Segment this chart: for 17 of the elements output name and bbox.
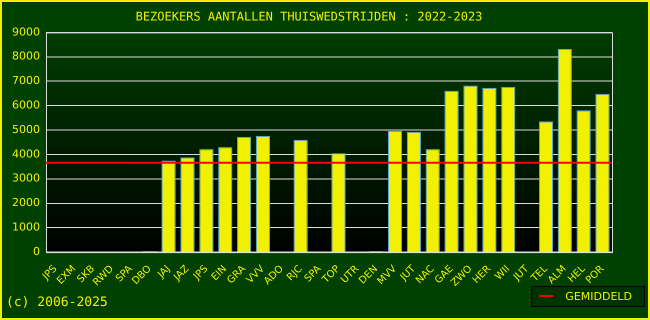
y-tick-label: 7000: [12, 74, 40, 88]
y-tick-label: 0: [32, 244, 40, 258]
y-tick-label: 2000: [12, 196, 40, 210]
x-tick-label: RJC: [284, 264, 305, 284]
legend-label: GEMIDDELD: [565, 290, 632, 303]
y-tick-label: 3000: [12, 172, 40, 185]
x-tick-label: JAJ: [155, 264, 173, 281]
y-tick-label: 5000: [12, 122, 40, 136]
text: (c) 2006-2025: [6, 295, 108, 310]
chart-title: BEZOEKERS AANTALLEN THUISWEDSTRIJDEN : 2022-2023: [136, 9, 482, 24]
x-tick-label: JPS: [190, 264, 210, 283]
y-tick-label: 6000: [12, 98, 40, 112]
y-tick-label: 1000: [12, 220, 40, 234]
y-tick-label: 9000: [12, 25, 40, 38]
y-tick-label: 8000: [12, 50, 40, 63]
x-tick-label: WII: [493, 264, 512, 282]
y-tick-label: 4000: [12, 147, 40, 160]
